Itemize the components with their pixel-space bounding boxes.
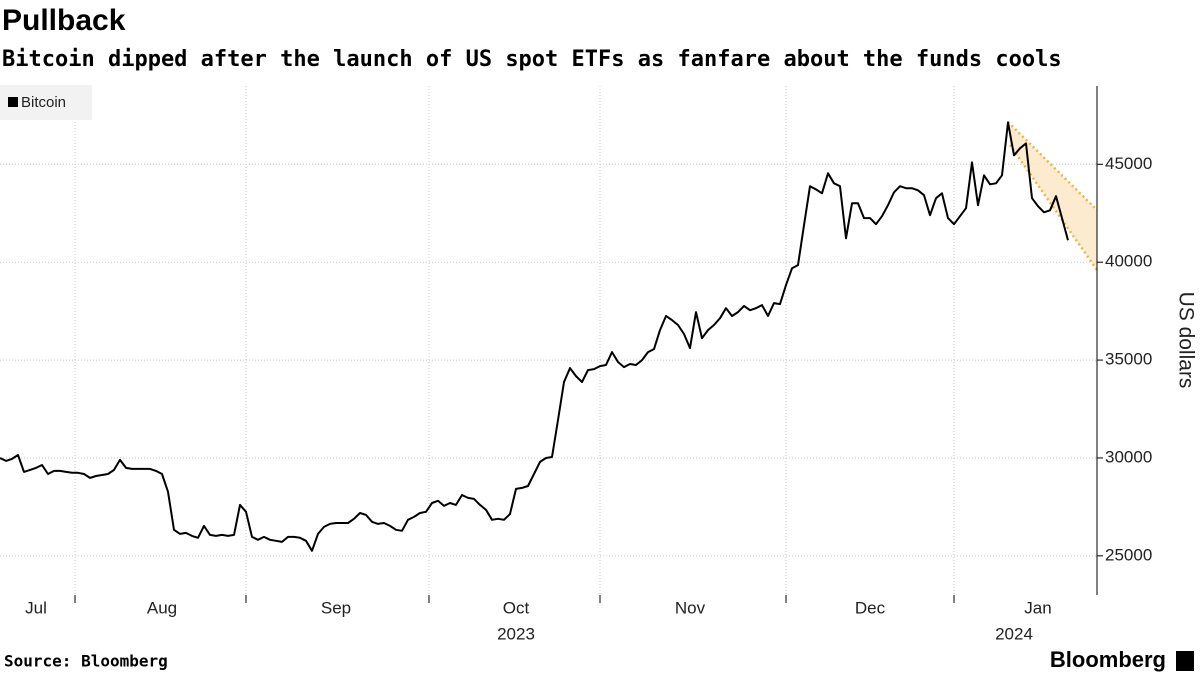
x-tick-label: Oct [503,598,530,617]
y-tick-label: 30000 [1105,447,1152,466]
chart-subtitle: Bitcoin dipped after the launch of US sp… [2,47,1062,72]
trend-channel [1008,122,1097,270]
y-tick-label: 25000 [1105,545,1152,564]
y-tick-label: 35000 [1105,350,1152,369]
y-tick-label: 45000 [1105,154,1152,173]
channel-lower [1008,144,1099,271]
legend-swatch [8,97,18,107]
line [0,121,1069,552]
legend-label: Bitcoin [21,94,66,111]
chart-title: Pullback [2,4,126,37]
x-tick-label: Aug [147,598,177,617]
logo: Bloomberg [1050,647,1166,672]
x-tick-label: Dec [855,598,886,617]
x-tick-label: Jan [1024,598,1051,617]
x-tick-label: Jul [25,598,47,617]
year-label: 2023 [497,624,535,643]
y-tick-label: 40000 [1105,252,1152,271]
channel-upper [1007,121,1098,211]
y-axis-label: US dollars [1174,292,1197,389]
source: Source: Bloomberg [4,652,168,671]
grid [0,86,1097,595]
year-label: 2024 [995,624,1033,643]
x-tick-label: Nov [675,598,706,617]
logo-icon [1176,651,1194,671]
x-tick-label: Sep [321,598,351,617]
